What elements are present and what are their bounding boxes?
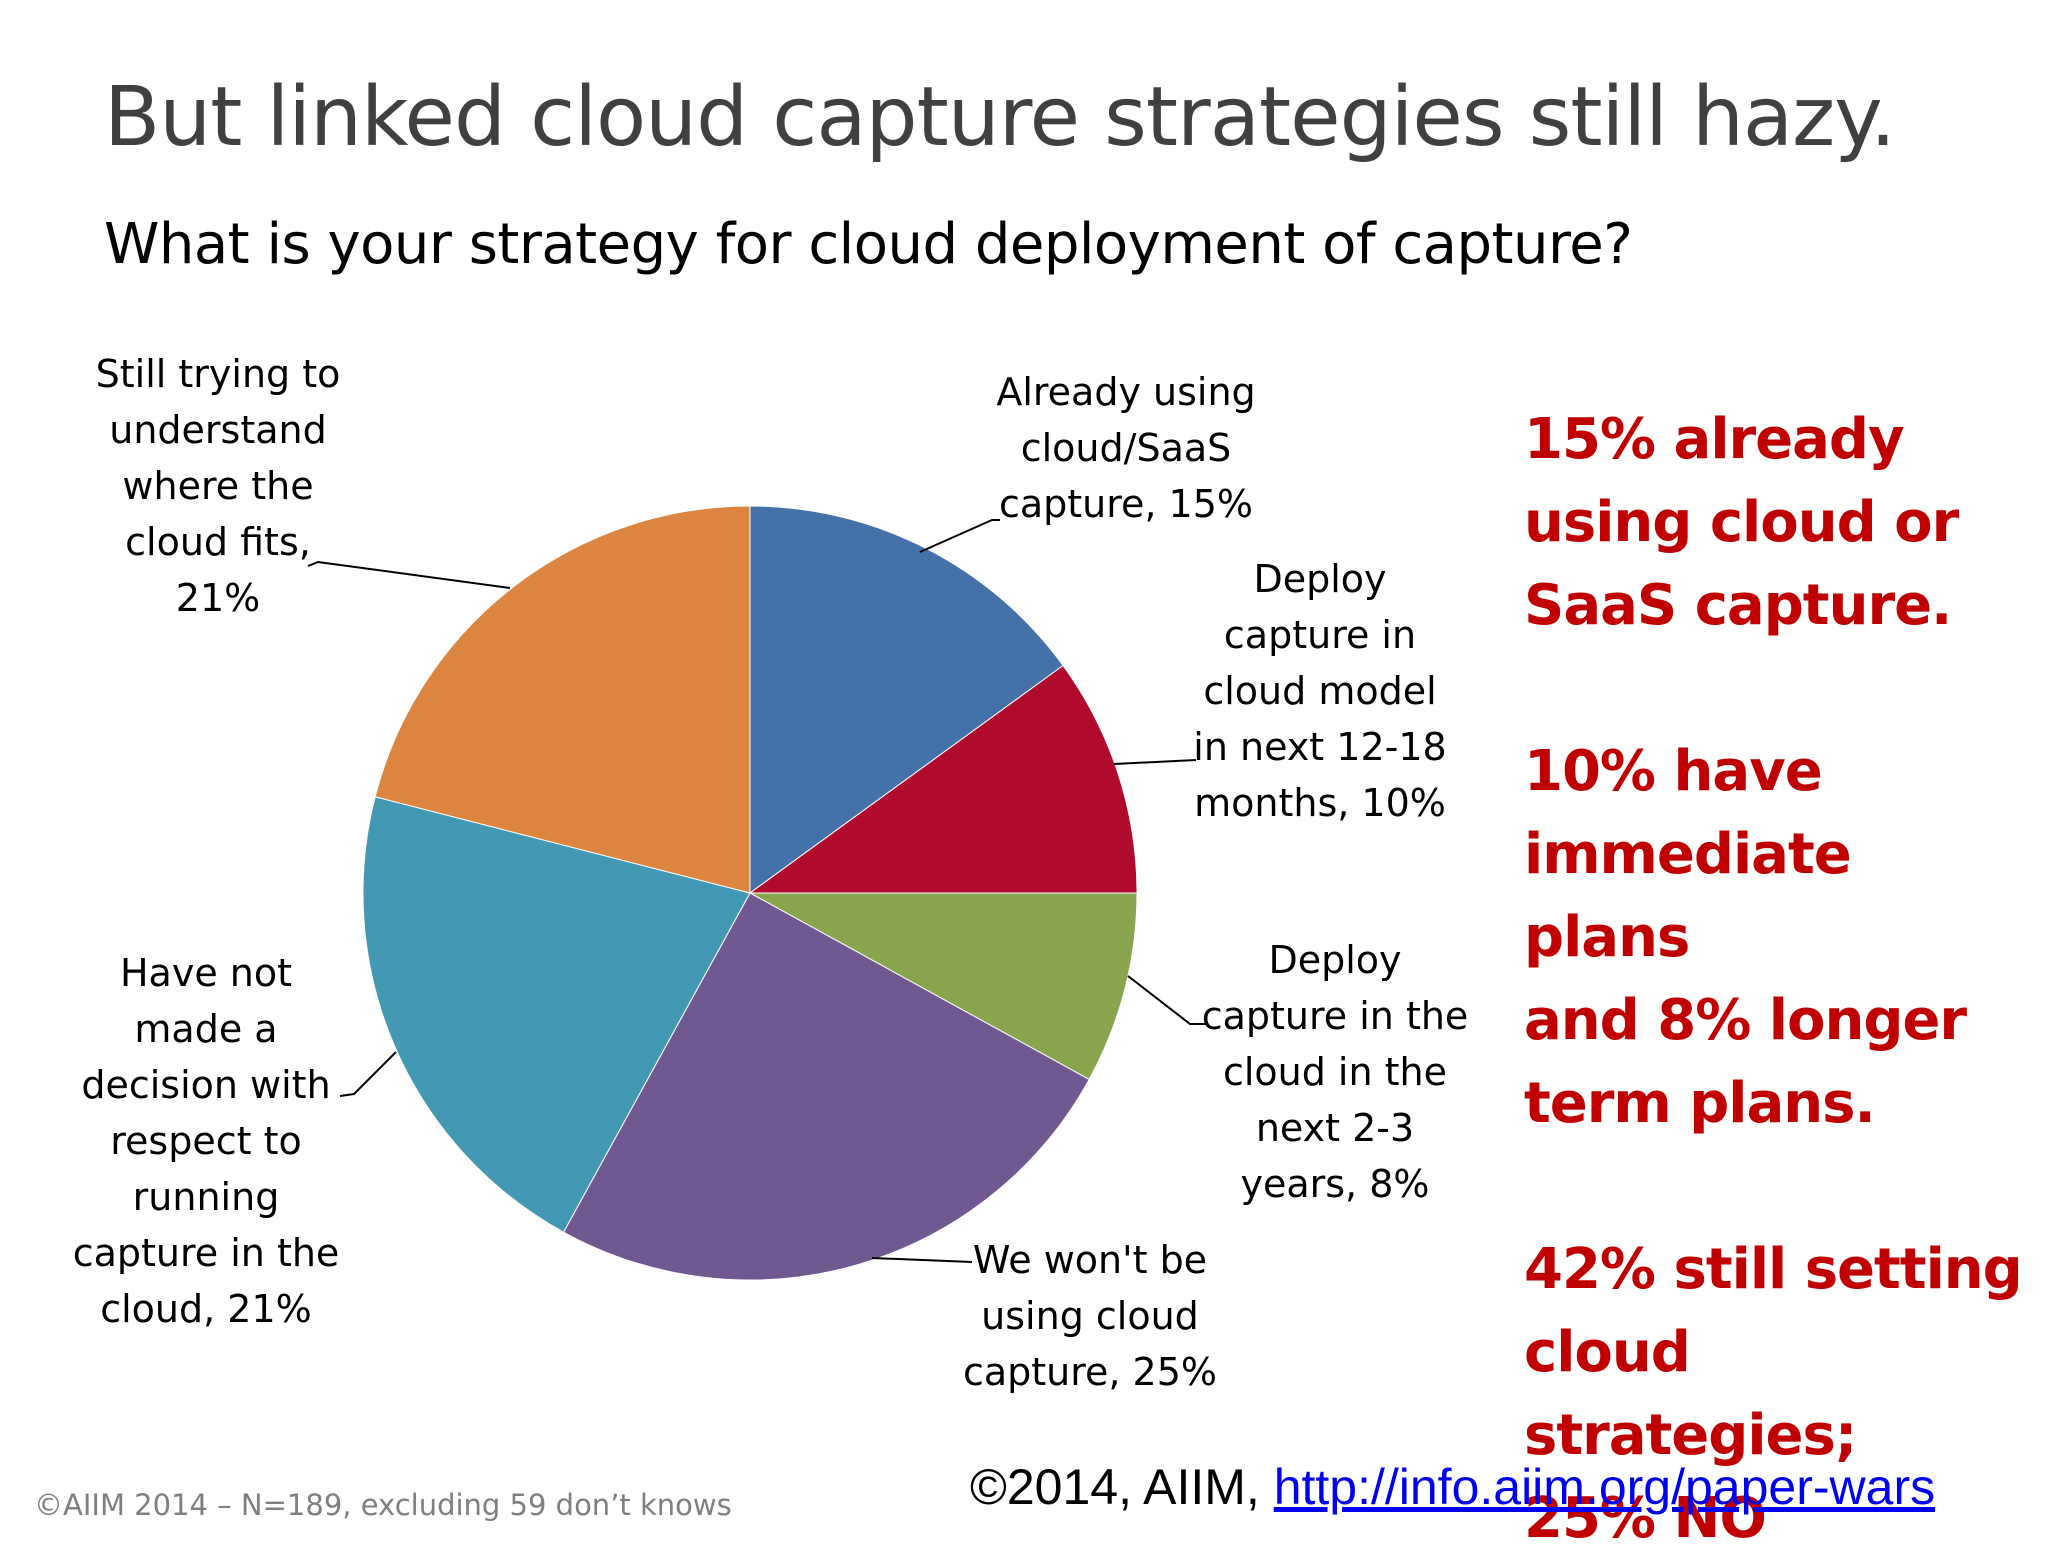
takeaway-already-using: 15% already using cloud or SaaS capture. [1524, 407, 1959, 638]
leader-already-using [919, 519, 1000, 553]
data-label-wont-use: We won't be using cloud capture, 25% [962, 1238, 1218, 1394]
takeaway-plans: 10% have immediate plans and 8% longer t… [1524, 739, 1967, 1136]
leader-next-12-18-months [1113, 759, 1197, 765]
takeaways-panel: 15% already using cloud or SaaS capture.… [1524, 398, 2024, 1560]
slice-next-12-18-months [748, 664, 1138, 894]
slice-still-trying [374, 505, 751, 894]
survey-question: What is your strategy for cloud deployme… [104, 212, 1633, 277]
credit-line: ©2014, AIIM, http://info.aiim.org/paper-… [970, 1458, 1935, 1516]
slide-title: But linked cloud capture strategies stil… [104, 70, 1896, 165]
data-label-no-decision: Have not made a decision with respect to… [72, 951, 340, 1331]
slice-wont-use [562, 892, 1090, 1281]
paper-wars-link[interactable]: http://info.aiim.org/paper-wars [1273, 1459, 1936, 1515]
slice-next-2-3-years [749, 892, 1138, 1081]
data-label-next-12-18-months: Deploy capture in cloud model in next 12… [1193, 557, 1447, 825]
credit-text: ©2014, AIIM, [970, 1459, 1260, 1515]
leader-no-decision [339, 1051, 397, 1097]
data-label-already-using: Already using cloud/SaaS capture, 15% [996, 370, 1256, 526]
leader-next-2-3-years [1127, 975, 1206, 1025]
data-label-next-2-3-years: Deploy capture in the cloud in the next … [1201, 938, 1469, 1206]
leader-still-trying [307, 560, 511, 589]
takeaway-strategies: 42% still setting cloud strategies; 25% … [1524, 1237, 2023, 1551]
leader-wont-use [871, 1257, 973, 1263]
slice-no-decision [362, 796, 751, 1233]
source-note: ©AIIM 2014 – N=189, excluding 59 don’t k… [34, 1488, 732, 1522]
data-label-still-trying: Still trying to understand where the clo… [95, 352, 341, 620]
slice-already-using [749, 505, 1064, 894]
